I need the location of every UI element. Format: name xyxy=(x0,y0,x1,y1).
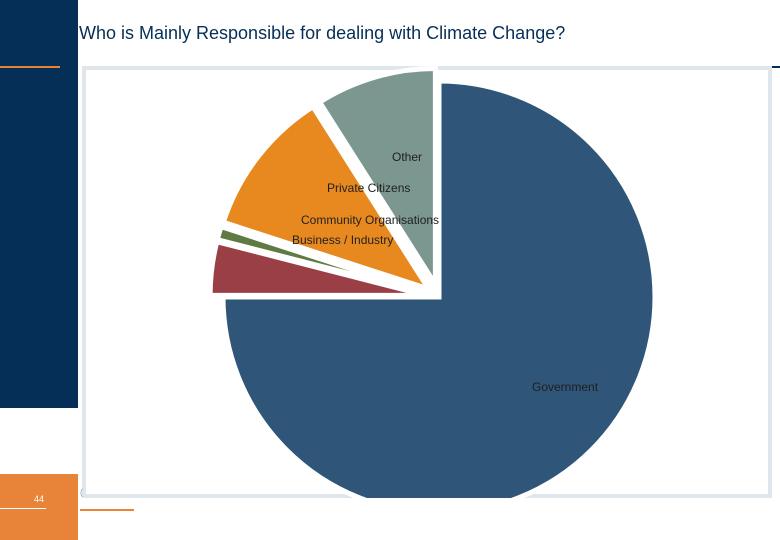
pie-slice-community-organisations xyxy=(214,223,428,296)
slice-label-private-citizens: Private Citizens xyxy=(327,181,410,195)
slice-label-other: Other xyxy=(392,150,422,164)
pie-slice-government xyxy=(220,78,658,498)
title-rule-right xyxy=(771,66,780,68)
slide-title: Who is Mainly Responsible for dealing wi… xyxy=(79,23,566,43)
pie-chart: Government Business / Industry Community O… xyxy=(207,66,658,498)
pie-slice-other xyxy=(316,66,438,294)
title-rule-left xyxy=(0,66,60,68)
sidebar-panel xyxy=(0,0,78,408)
footer-accent-block xyxy=(0,474,78,540)
frame-corner-mark: ( xyxy=(80,487,83,497)
slice-label-business-industry: Business / Industry xyxy=(292,233,393,247)
slice-label-community-organisations: Community Organisations xyxy=(301,213,439,227)
footer-accent-line xyxy=(80,509,134,511)
pie-slice-private-citizens xyxy=(220,103,435,294)
slice-label-government: Government xyxy=(532,380,599,394)
footer-divider xyxy=(0,508,46,509)
page-number: 44 xyxy=(33,494,44,504)
